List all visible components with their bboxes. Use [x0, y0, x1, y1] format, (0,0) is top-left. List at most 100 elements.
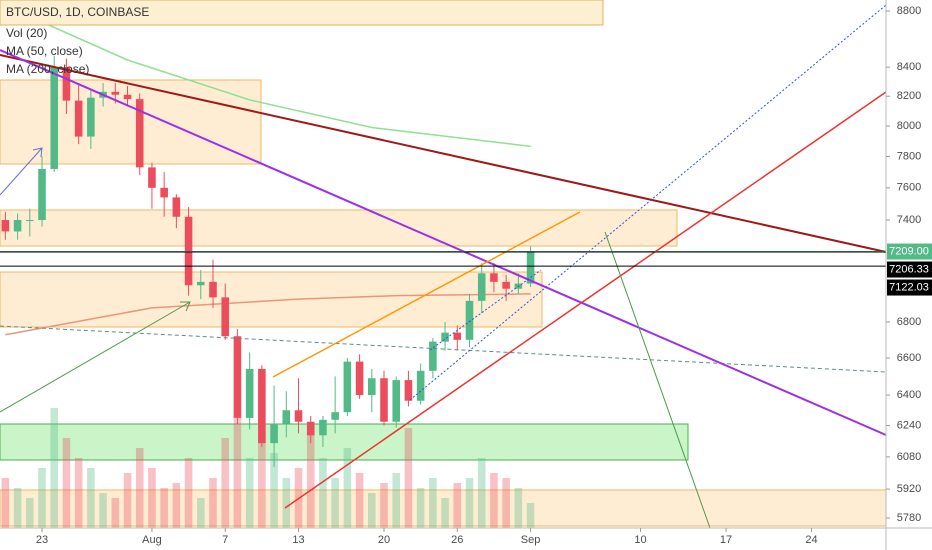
trendline [0, 49, 887, 436]
drawings-front [0, 4, 887, 529]
volume-bar [245, 458, 254, 528]
volume-bar [26, 498, 34, 528]
y-tick-label: 8800 [897, 5, 921, 17]
trendline [604, 231, 711, 529]
arrow [0, 147, 43, 196]
volume-bar [258, 433, 266, 528]
volume-bar [1, 478, 10, 528]
volume-bar [477, 458, 486, 528]
volume-bar [50, 408, 59, 528]
candle-body [172, 197, 181, 217]
candle-body [1, 219, 10, 232]
candle-body [502, 281, 510, 289]
volume-bar [404, 428, 413, 528]
candle-body [111, 91, 120, 95]
candle-body [490, 273, 498, 282]
volume-bar [465, 478, 474, 528]
candle-body [319, 419, 327, 436]
volume-bar [490, 473, 498, 528]
y-tick-label: 6400 [897, 389, 921, 401]
volume-bar [331, 478, 339, 528]
volume-bar [160, 488, 168, 528]
zone [0, 79, 262, 165]
volume-layer [1, 408, 535, 528]
candle-body [148, 167, 156, 188]
indicator-layer [5, 15, 531, 336]
x-tick-label: 10 [634, 534, 646, 546]
candle-body [245, 368, 254, 418]
volume-bar [62, 438, 71, 528]
price-label: 7122.03 [889, 281, 929, 293]
price-label-box [887, 279, 932, 296]
x-tick-label: 13 [292, 534, 304, 546]
candle-body [26, 219, 34, 221]
volume-bar [306, 428, 315, 528]
x-tick-label: 26 [451, 534, 463, 546]
x-tick-label: 17 [720, 534, 732, 546]
candle-body [74, 100, 83, 137]
volume-bar [368, 493, 376, 528]
x-tick-label: Aug [142, 534, 162, 546]
arrowhead [180, 301, 191, 312]
candle-body [233, 336, 242, 418]
candle-body [416, 370, 425, 401]
volume-bar [184, 458, 193, 528]
arrowhead [32, 147, 43, 158]
price-label-box [887, 243, 932, 260]
volume-bar [380, 483, 388, 528]
price-label: 7209.00 [889, 245, 929, 257]
candle-body [429, 341, 437, 371]
x-tick-label: 7 [222, 534, 228, 546]
trendline [429, 269, 542, 351]
x-tick-label: 23 [36, 534, 48, 546]
volume-bar [38, 468, 46, 528]
y-tick-label: 7600 [897, 182, 921, 194]
y-tick-label: 7400 [897, 214, 921, 226]
volume-bar [526, 503, 535, 528]
volume-bar [453, 483, 462, 528]
zone [0, 489, 887, 527]
y-tick-label: 6800 [897, 316, 921, 328]
y-tick-label: 5920 [897, 483, 921, 495]
price-label: 7206.33 [889, 263, 929, 275]
time-axis [0, 528, 932, 550]
trendline [284, 91, 887, 509]
zone [0, 209, 678, 247]
volume-bar [319, 458, 327, 528]
candle-body [477, 273, 486, 301]
y-tick-label: 5780 [897, 512, 921, 524]
candle-body [404, 380, 413, 401]
candle-body [197, 281, 205, 286]
y-tick-label: 8200 [897, 90, 921, 102]
trendline [0, 325, 887, 373]
candle-body [50, 67, 59, 169]
volume-bar [148, 468, 156, 528]
volume-bar [514, 488, 523, 528]
candle-body [258, 368, 266, 444]
price-label-box [887, 261, 932, 278]
candle-body [221, 297, 230, 337]
candle-body [306, 421, 315, 436]
candle-body [62, 67, 71, 101]
volume-bar [209, 478, 217, 528]
chart-title: BTC/USD, 1D, COINBASE [6, 5, 149, 19]
trendline [272, 211, 581, 378]
candle-layer [1, 55, 535, 467]
volume-bar [111, 498, 120, 528]
y-tick-label: 7800 [897, 150, 921, 162]
legend-entry: MA (200, close) [6, 62, 89, 76]
volume-bar [429, 478, 437, 528]
candle-body [209, 281, 217, 298]
volume-bar [172, 483, 181, 528]
volume-bar [13, 488, 22, 528]
candle-body [270, 423, 278, 444]
y-tick-label: 6240 [897, 420, 921, 432]
candle-body [355, 361, 364, 396]
candle-body [380, 378, 388, 422]
y-tick-label: 8000 [897, 120, 921, 132]
candle-body [135, 99, 144, 168]
volume-bar [99, 493, 107, 528]
legend-entry: Vol (20) [6, 26, 47, 40]
arrow [0, 301, 191, 413]
